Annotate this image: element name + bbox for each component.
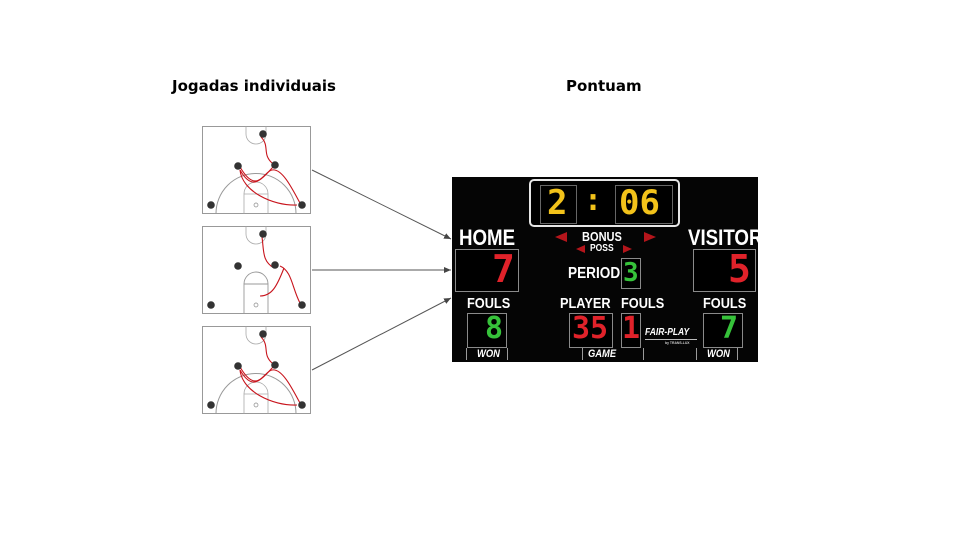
arrow-1 — [311, 169, 452, 240]
brand-underline — [645, 339, 697, 340]
player-label: PLAYER — [560, 295, 611, 312]
game-box — [582, 348, 644, 360]
bonus-label: BONUS — [582, 229, 622, 244]
poss-left-arrow-icon — [576, 245, 585, 253]
brand-logo: FAIR-PLAY — [645, 327, 690, 338]
clock-seconds: 06 — [619, 183, 660, 223]
court-diagram-1 — [202, 126, 311, 214]
court-diagram-3 — [202, 326, 311, 414]
bonus-right-arrow-icon — [644, 232, 656, 242]
player-box — [569, 313, 613, 348]
game-label: GAME — [588, 348, 617, 360]
home-fouls-value: 8 — [485, 311, 504, 346]
clock-separator: : — [584, 183, 603, 218]
home-score: 7 — [492, 247, 515, 291]
bonus-left-arrow-icon — [555, 232, 567, 242]
left-heading: Jogadas individuais — [172, 77, 336, 95]
clock-frame: 2 : 06 — [529, 179, 680, 227]
home-score-box — [455, 249, 519, 292]
home-fouls-box — [467, 313, 507, 348]
player-value: 35 — [572, 311, 609, 346]
home-won-label: WON — [477, 348, 500, 360]
arrow-3 — [311, 297, 452, 371]
poss-label: POSS — [590, 243, 614, 254]
home-label: HOME — [459, 225, 516, 250]
poss-right-arrow-icon — [623, 245, 632, 253]
clock-minutes: 2 — [547, 183, 568, 223]
clock-minutes-box — [540, 185, 577, 224]
period-box — [621, 258, 641, 289]
visitor-score-box — [693, 249, 756, 292]
visitor-won-label: WON — [707, 348, 730, 360]
scoreboard: 2 : 06 BONUS POSS HOME 7 VISITOR 5 PERIO… — [452, 177, 762, 362]
player-fouls-value: 1 — [622, 311, 641, 346]
brand-sub: by TRANS-LUX — [665, 340, 690, 345]
period-value: 3 — [623, 258, 639, 288]
player-fouls-box — [621, 313, 641, 348]
clock-seconds-box — [615, 185, 673, 224]
visitor-score: 5 — [728, 247, 751, 291]
player-fouls-label: FOULS — [621, 295, 665, 312]
visitor-won-box — [696, 348, 738, 360]
visitor-fouls-value: 7 — [720, 311, 739, 346]
visitor-fouls-label: FOULS — [703, 295, 747, 312]
period-label: PERIOD — [568, 265, 621, 282]
home-fouls-label: FOULS — [467, 295, 511, 312]
court-diagram-2 — [202, 226, 311, 314]
visitor-label: VISITOR — [688, 225, 763, 250]
right-heading: Pontuam — [566, 77, 642, 95]
home-won-box — [466, 348, 508, 360]
visitor-fouls-box — [703, 313, 743, 348]
